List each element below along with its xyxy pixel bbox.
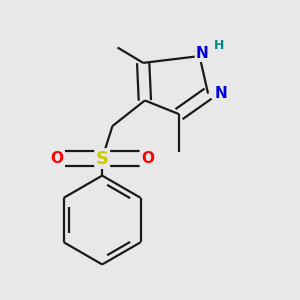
Text: O: O <box>141 151 154 166</box>
Text: S: S <box>96 149 109 167</box>
Text: N: N <box>196 46 208 61</box>
Text: H: H <box>214 39 224 52</box>
Text: O: O <box>51 151 64 166</box>
Text: N: N <box>215 86 227 101</box>
